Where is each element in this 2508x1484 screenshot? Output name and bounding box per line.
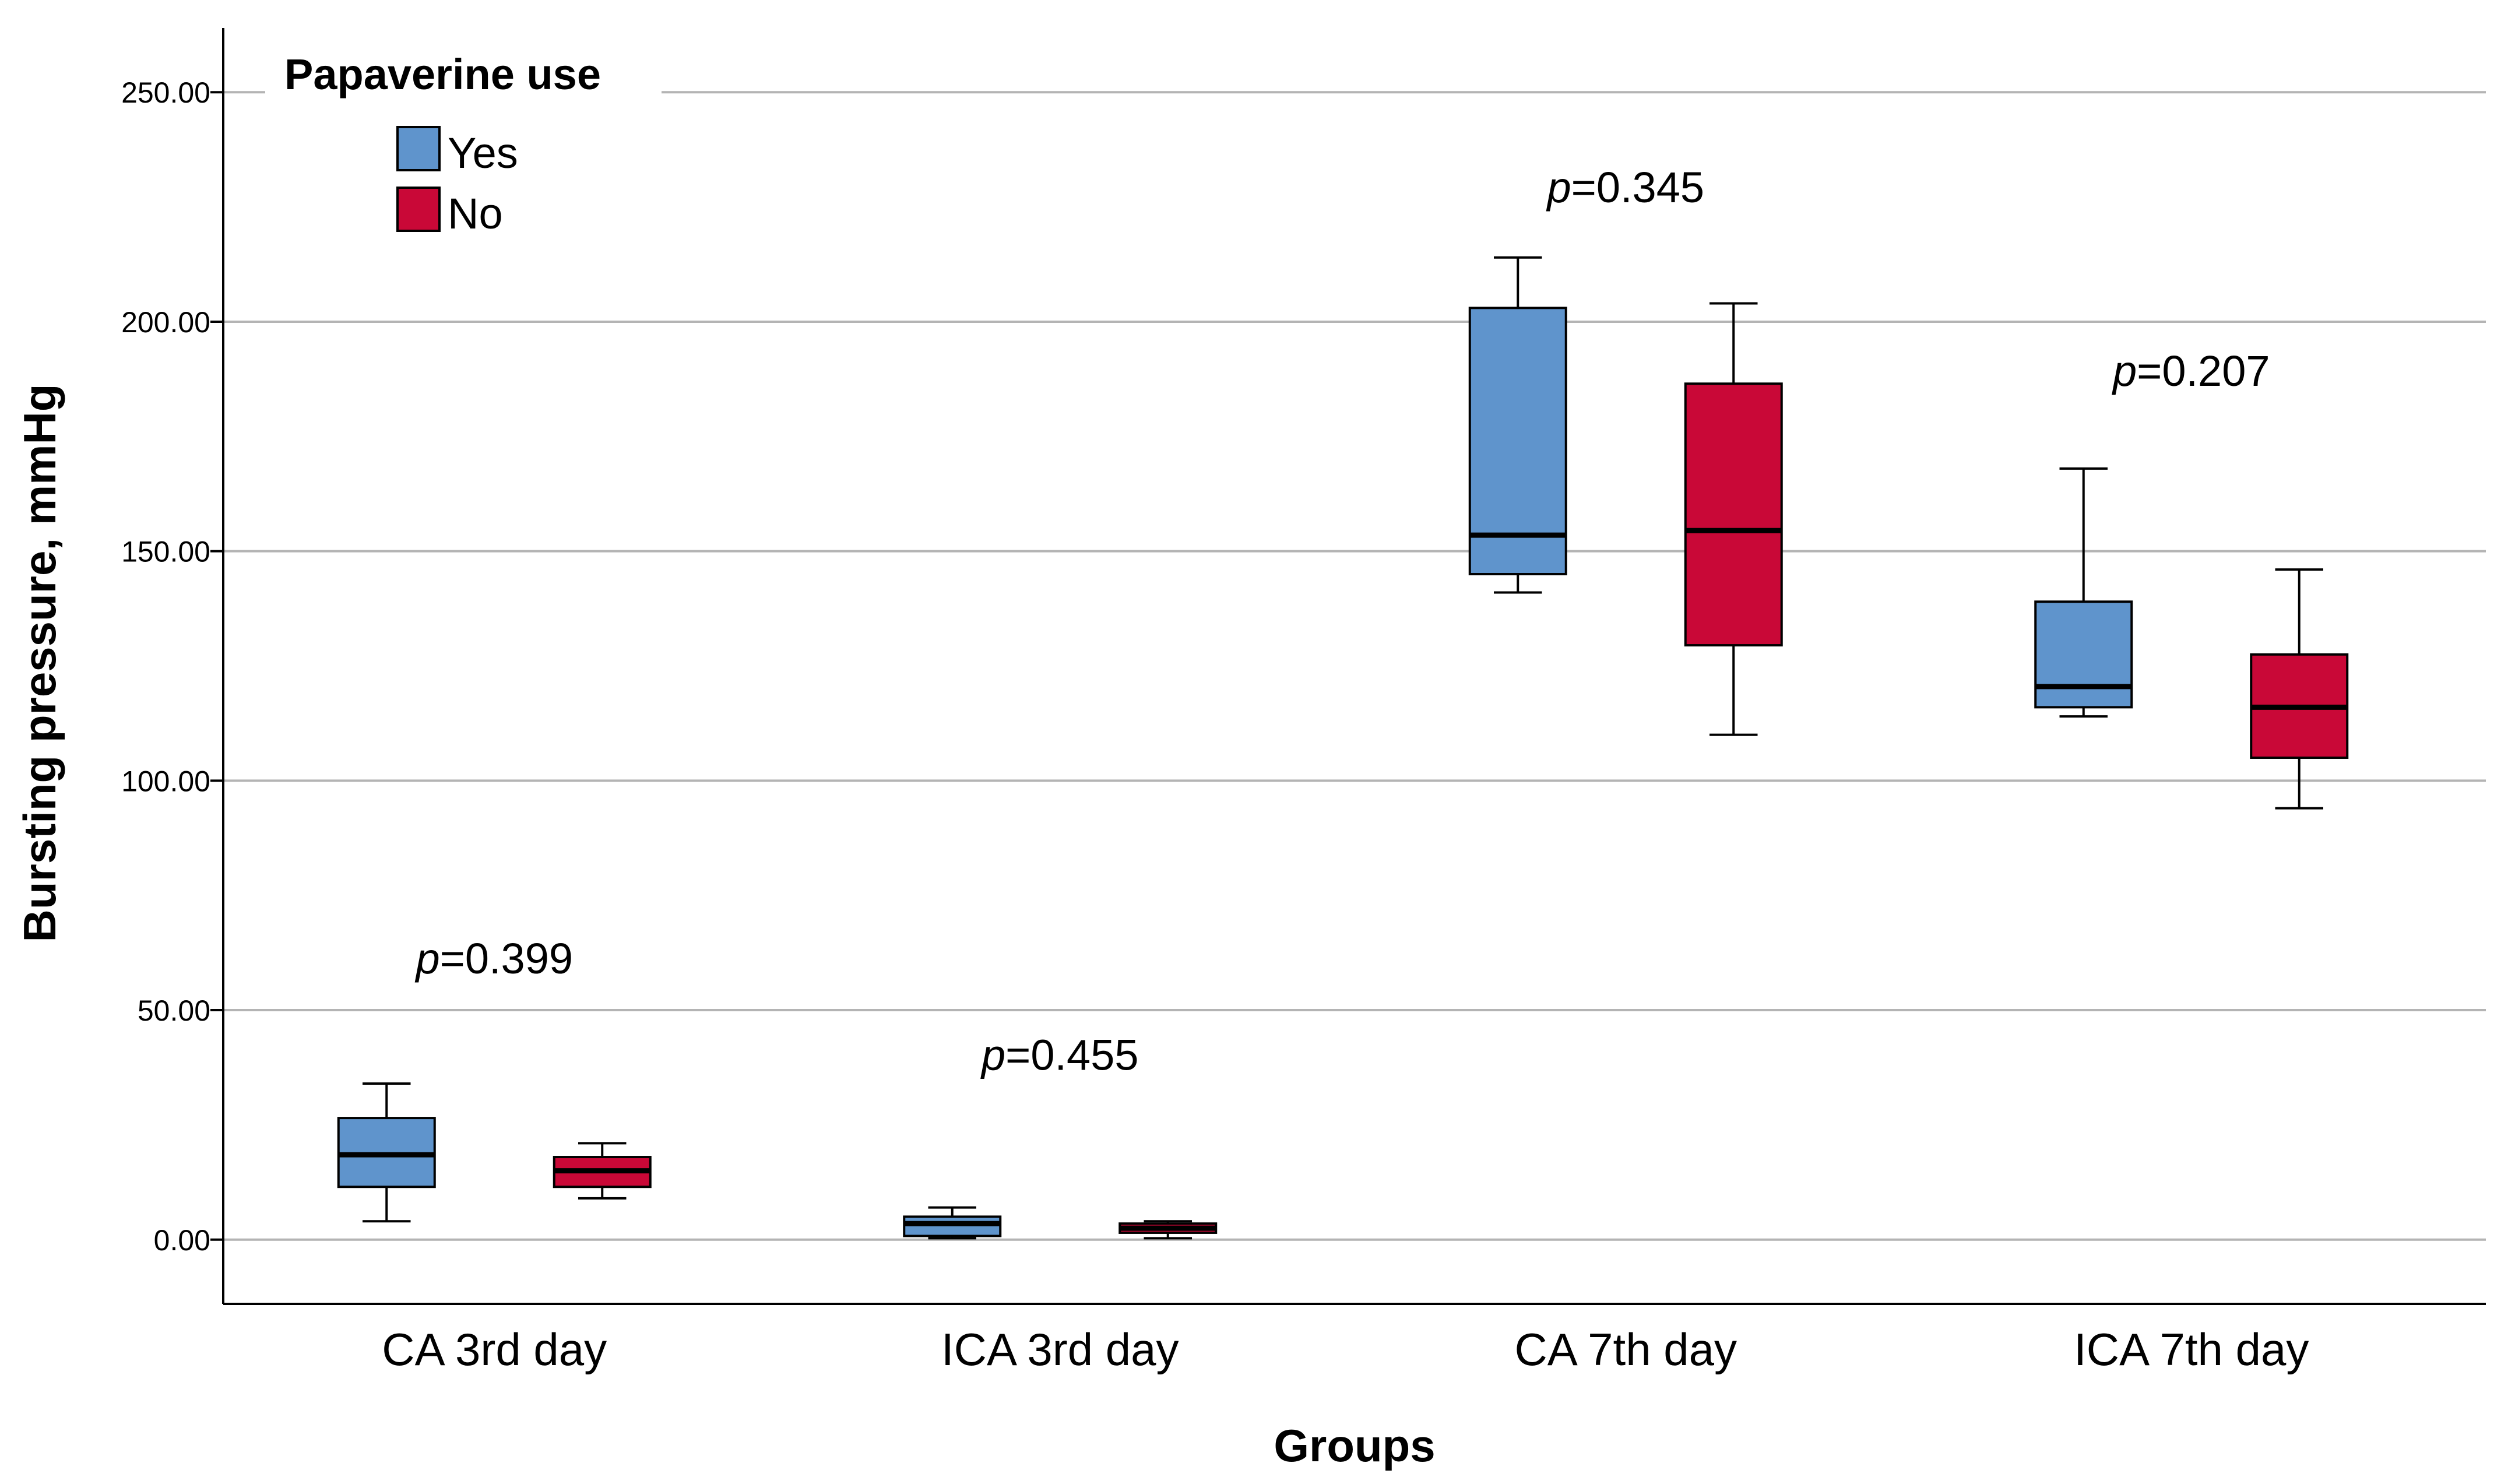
category-label: ICA 3rd day: [941, 1324, 1179, 1375]
boxes: [337, 256, 2349, 1240]
p-value: =0.399: [440, 934, 573, 983]
box-yes-3: [2034, 467, 2133, 718]
box-yes-2: [1468, 256, 1567, 594]
legend-swatch-no: [396, 187, 441, 232]
category-label: CA 3rd day: [382, 1324, 607, 1375]
box-iqr: [2034, 600, 2133, 709]
p-symbol: p: [980, 1031, 1005, 1079]
legend: Papaverine use Yes No: [265, 41, 662, 238]
y-tick-label: 50.00: [138, 994, 210, 1027]
gridlines: [223, 91, 2486, 1241]
x-axis-title: Groups: [1274, 1420, 1435, 1471]
y-axis-title: Bursting pressure, mmHg: [14, 384, 65, 943]
y-tick-label: 0.00: [154, 1224, 210, 1257]
p-value: =0.207: [2137, 347, 2270, 395]
p-value: =0.455: [1005, 1031, 1138, 1079]
p-value-label: p=0.345: [1546, 163, 1704, 212]
y-tick-labels: 0.00 50.00 100.00 150.00 200.00 250.00: [121, 76, 223, 1257]
legend-swatch-yes: [396, 126, 441, 171]
legend-label-yes: Yes: [448, 129, 518, 177]
legend-label-no: No: [448, 189, 503, 238]
legend-title: Papaverine use: [284, 50, 601, 99]
box-no-0: [553, 1142, 652, 1200]
box-no-2: [1684, 302, 1783, 736]
box-yes-1: [903, 1206, 1002, 1240]
category-labels: CA 3rd day ICA 3rd day CA 7th day ICA 7th d…: [382, 1324, 2309, 1375]
p-value: =0.345: [1571, 163, 1704, 212]
p-value-label: p=0.455: [980, 1031, 1139, 1079]
p-symbol: p: [414, 934, 439, 983]
box-iqr: [1468, 307, 1567, 576]
p-value-label: p=0.207: [2112, 347, 2270, 395]
y-tick-label: 100.00: [121, 765, 210, 797]
box-no-3: [2250, 568, 2349, 810]
box-yes-0: [337, 1082, 436, 1223]
legend-title-background: [265, 41, 662, 102]
p-symbol: p: [1546, 163, 1571, 212]
category-label: CA 7th day: [1514, 1324, 1737, 1375]
y-tick-label: 150.00: [121, 536, 210, 568]
y-tick-label: 200.00: [121, 306, 210, 339]
box-no-1: [1118, 1220, 1218, 1240]
category-label: ICA 7th day: [2074, 1324, 2309, 1375]
p-symbol: p: [2112, 347, 2137, 395]
p-value-label: p=0.399: [414, 934, 573, 983]
box-iqr: [1684, 382, 1783, 647]
box-iqr: [903, 1215, 1002, 1237]
axes: [222, 28, 2486, 1305]
y-tick-label: 250.00: [121, 76, 210, 109]
